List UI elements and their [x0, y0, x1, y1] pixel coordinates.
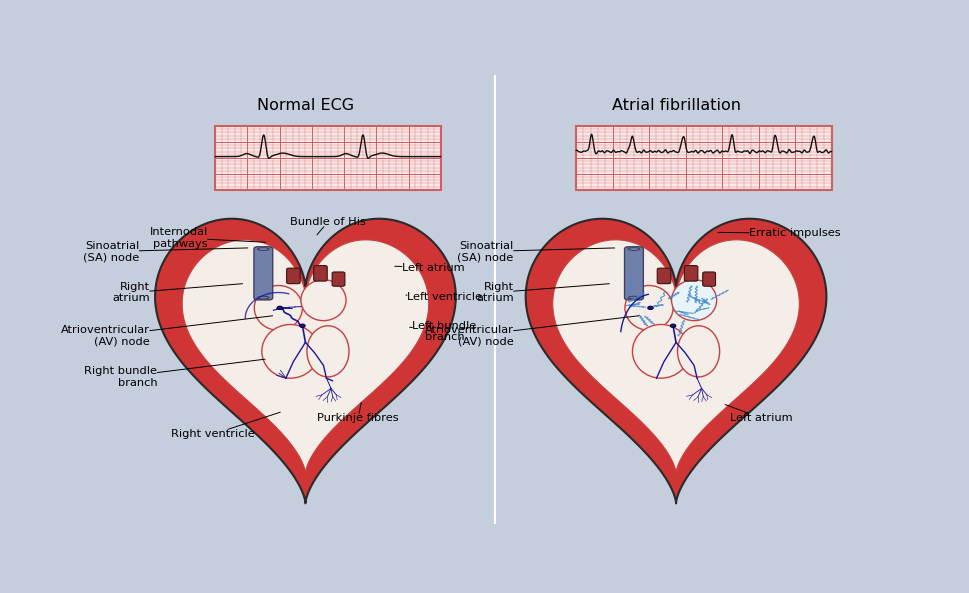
- Text: Left ventricle: Left ventricle: [405, 292, 482, 302]
- Text: Bundle of His: Bundle of His: [290, 217, 365, 235]
- Text: Atrioventricular
(AV) node: Atrioventricular (AV) node: [61, 316, 272, 347]
- Text: Left atrium: Left atrium: [725, 404, 792, 423]
- Circle shape: [277, 306, 282, 310]
- Text: Atrioventricular
(AV) node: Atrioventricular (AV) node: [424, 316, 638, 347]
- FancyBboxPatch shape: [683, 266, 697, 281]
- Text: Right bundle
branch: Right bundle branch: [84, 359, 265, 388]
- Ellipse shape: [306, 326, 349, 377]
- Bar: [215, 126, 440, 190]
- Polygon shape: [182, 240, 428, 473]
- FancyBboxPatch shape: [657, 268, 671, 283]
- FancyBboxPatch shape: [702, 272, 715, 286]
- Ellipse shape: [628, 248, 639, 250]
- Text: Internodal
pathways: Internodal pathways: [149, 227, 266, 248]
- FancyBboxPatch shape: [286, 268, 299, 283]
- Text: Erratic impulses: Erratic impulses: [717, 228, 840, 238]
- Circle shape: [299, 324, 305, 327]
- Ellipse shape: [628, 296, 639, 299]
- Text: Left atrium: Left atrium: [394, 263, 464, 273]
- Ellipse shape: [676, 326, 719, 377]
- Text: Sinoatrial
(SA) node: Sinoatrial (SA) node: [457, 241, 614, 262]
- Text: Atrial fibrillation: Atrial fibrillation: [610, 98, 739, 113]
- Text: Right ventricle: Right ventricle: [172, 412, 280, 439]
- FancyBboxPatch shape: [254, 247, 272, 300]
- Polygon shape: [155, 219, 455, 503]
- Circle shape: [670, 324, 675, 327]
- Polygon shape: [552, 240, 798, 473]
- Text: Sinoatrial
(SA) node: Sinoatrial (SA) node: [83, 241, 247, 262]
- Ellipse shape: [632, 324, 689, 378]
- Ellipse shape: [258, 248, 268, 250]
- Ellipse shape: [671, 280, 716, 321]
- Text: Purkinje fibres: Purkinje fibres: [317, 403, 398, 423]
- Ellipse shape: [254, 285, 302, 330]
- Text: Right
atrium: Right atrium: [476, 282, 609, 304]
- Polygon shape: [525, 219, 826, 503]
- FancyBboxPatch shape: [313, 266, 327, 281]
- Circle shape: [647, 306, 652, 310]
- Text: Normal ECG: Normal ECG: [257, 98, 354, 113]
- Ellipse shape: [258, 296, 268, 299]
- Ellipse shape: [624, 285, 672, 330]
- Bar: [576, 126, 830, 190]
- Ellipse shape: [262, 324, 319, 378]
- FancyBboxPatch shape: [331, 272, 345, 286]
- Text: Right
atrium: Right atrium: [112, 282, 242, 304]
- FancyBboxPatch shape: [624, 247, 642, 300]
- Ellipse shape: [300, 280, 346, 321]
- Text: Left bundle
branch: Left bundle branch: [409, 321, 476, 342]
